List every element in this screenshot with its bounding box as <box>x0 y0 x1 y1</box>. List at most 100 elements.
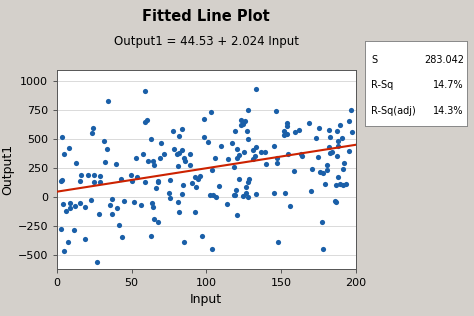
Point <box>148 200 156 205</box>
Point <box>258 150 265 155</box>
Point <box>237 123 245 128</box>
Point <box>243 129 251 134</box>
Point <box>253 86 260 91</box>
Point <box>291 129 299 134</box>
Point <box>76 200 84 205</box>
Point <box>112 161 120 166</box>
Point <box>241 118 249 123</box>
Point <box>347 108 355 113</box>
Point <box>89 125 97 130</box>
Point <box>71 204 79 209</box>
Point <box>295 127 302 132</box>
Point <box>233 212 241 217</box>
Text: R-Sq: R-Sq <box>371 81 393 90</box>
Text: Output1 = 44.53 + 2.024 Input: Output1 = 44.53 + 2.024 Input <box>114 35 299 48</box>
Point <box>262 161 269 167</box>
Point <box>188 180 196 185</box>
Text: R-Sq(adj): R-Sq(adj) <box>371 106 416 116</box>
Point <box>108 211 116 216</box>
Point <box>72 160 80 165</box>
Point <box>93 260 100 265</box>
Point <box>274 240 282 245</box>
Point <box>348 130 356 135</box>
Point <box>346 118 353 123</box>
Point <box>101 160 109 165</box>
Point <box>325 144 333 149</box>
Point <box>314 155 322 160</box>
Point <box>231 128 238 133</box>
Point <box>342 182 350 187</box>
Point <box>239 193 246 198</box>
Point <box>178 127 185 132</box>
Point <box>90 172 98 177</box>
Point <box>60 248 68 253</box>
Point <box>81 204 88 210</box>
Point <box>212 195 220 200</box>
Point <box>150 158 157 163</box>
Point <box>298 152 305 157</box>
Point <box>239 122 247 127</box>
Point <box>307 189 315 194</box>
Point <box>137 202 145 207</box>
Point <box>157 141 164 146</box>
Point <box>281 191 289 196</box>
Point <box>273 161 281 166</box>
Point <box>284 152 292 157</box>
Point <box>180 240 188 245</box>
Point <box>118 234 125 240</box>
Point <box>336 122 344 127</box>
Point <box>211 155 219 160</box>
Point <box>165 190 173 195</box>
Point <box>321 181 328 186</box>
Point <box>208 110 215 115</box>
Point <box>81 236 89 241</box>
Point <box>191 210 199 215</box>
Point <box>262 150 269 155</box>
Point <box>127 173 135 178</box>
Point <box>230 193 238 198</box>
Point <box>345 149 353 154</box>
Point <box>106 202 113 207</box>
Point <box>332 182 340 187</box>
Point <box>283 121 291 126</box>
Point <box>198 233 206 238</box>
Point <box>58 178 65 183</box>
Point <box>133 175 141 180</box>
Point <box>224 156 232 161</box>
Point <box>160 151 168 156</box>
Point <box>336 182 344 187</box>
Point <box>100 138 107 143</box>
Point <box>315 125 323 131</box>
Point <box>169 129 176 134</box>
Point <box>197 173 204 178</box>
Text: 283.042: 283.042 <box>424 55 464 65</box>
Point <box>66 206 73 211</box>
Point <box>328 150 336 155</box>
Point <box>59 201 67 206</box>
Point <box>166 177 173 182</box>
Text: Fitted Line Plot: Fitted Line Plot <box>142 9 270 24</box>
X-axis label: Input: Input <box>190 293 222 306</box>
Point <box>96 179 103 184</box>
Point <box>232 193 239 198</box>
Point <box>192 184 200 189</box>
Point <box>113 206 120 211</box>
Point <box>323 162 330 167</box>
Point <box>174 163 182 168</box>
Point <box>180 156 188 161</box>
Text: 14.7%: 14.7% <box>433 81 464 90</box>
Point <box>96 211 103 216</box>
Point <box>170 147 178 152</box>
Point <box>245 179 252 185</box>
Point <box>103 147 111 152</box>
Point <box>228 141 236 146</box>
Point <box>152 185 160 190</box>
Point <box>147 137 155 142</box>
Point <box>143 117 151 122</box>
Point <box>173 152 181 157</box>
Point <box>175 150 182 155</box>
Point <box>186 163 194 168</box>
Point <box>150 163 158 168</box>
Point <box>253 144 260 149</box>
Point <box>87 197 95 202</box>
